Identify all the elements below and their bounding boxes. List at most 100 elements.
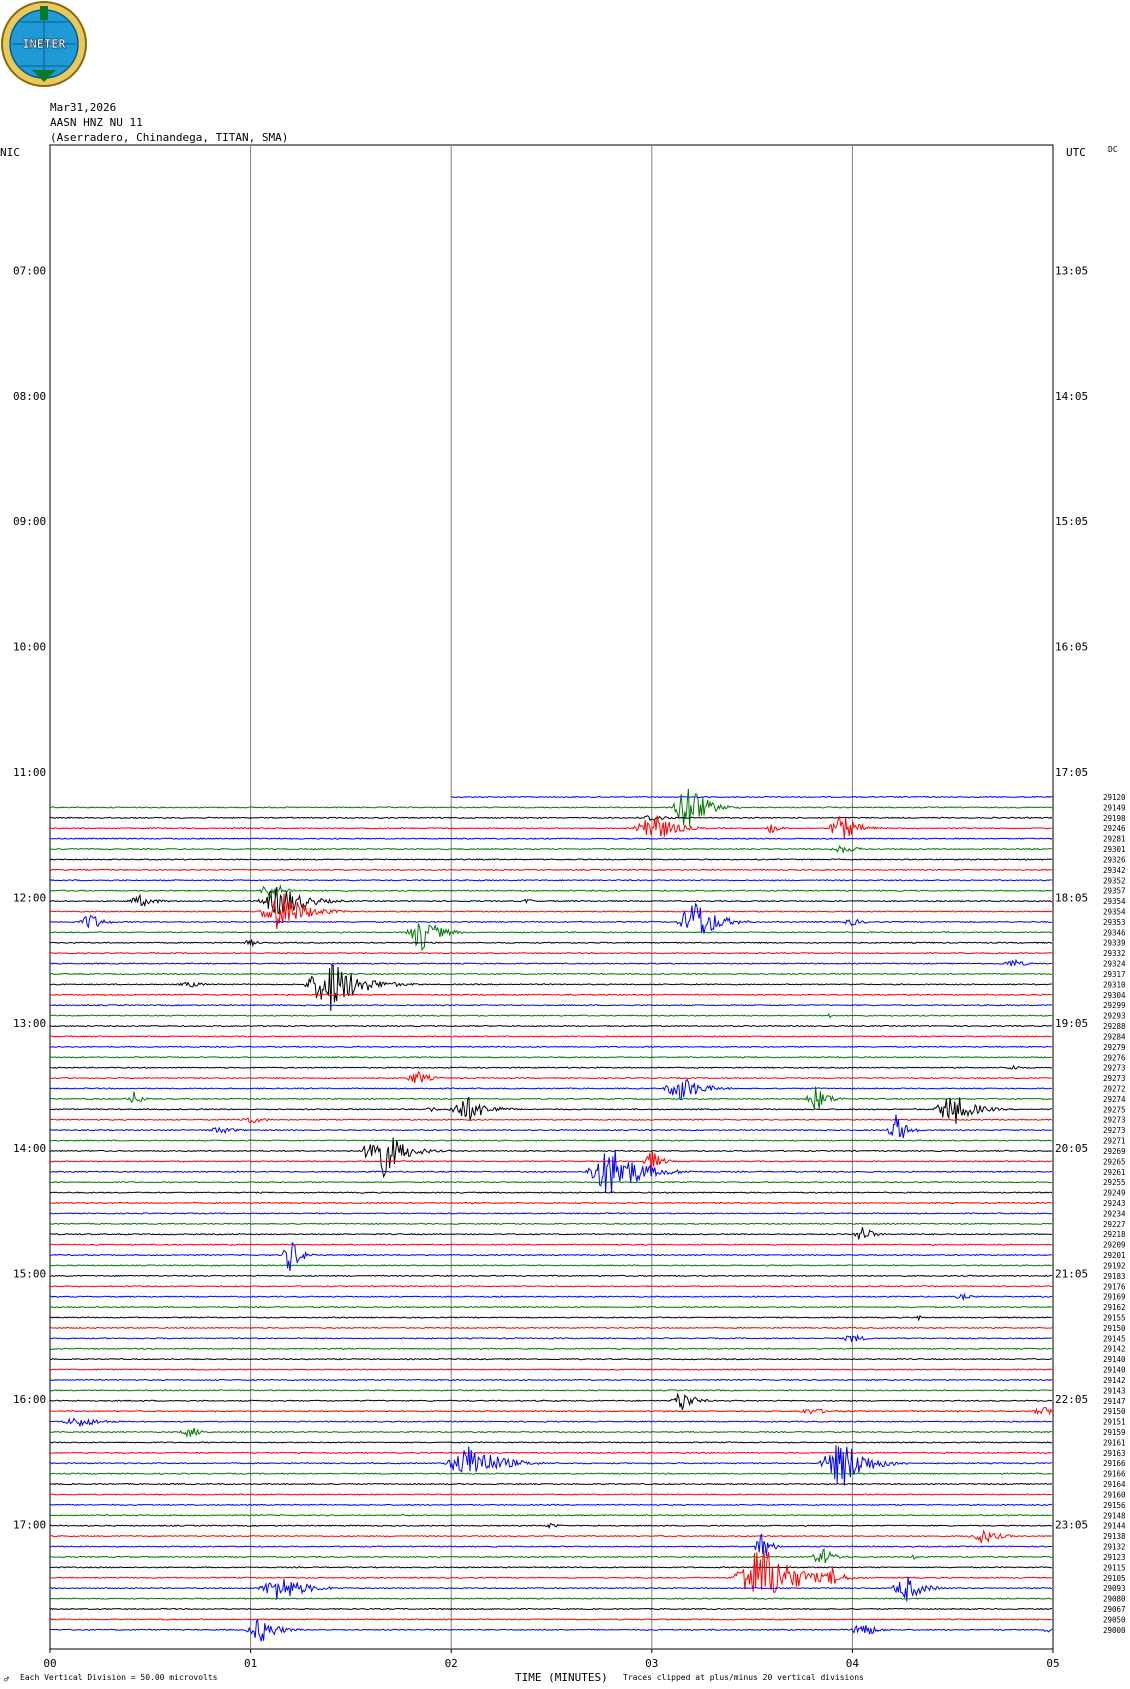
seismic-trace (49, 1227, 1053, 1240)
trace-id-label: 29279 (1103, 1043, 1126, 1052)
trace-id-label: 29310 (1103, 980, 1126, 989)
trace-id-label: 29198 (1103, 814, 1126, 823)
trace-id-label: 29293 (1103, 1012, 1126, 1021)
seismic-trace (49, 1212, 1053, 1215)
seismic-trace (49, 1618, 1052, 1621)
seismic-trace (49, 1285, 1053, 1288)
trace-id-label: 29332 (1103, 949, 1126, 958)
seismic-trace (50, 1357, 1053, 1361)
dc-label: DC (1108, 145, 1118, 154)
left-zone-label: NIC (0, 146, 20, 159)
seismic-trace (49, 1305, 1053, 1309)
seismic-trace (49, 1326, 1053, 1330)
seismic-trace (49, 788, 1053, 827)
left-time-label: 16:00 (13, 1393, 46, 1406)
trace-id-label: 29299 (1103, 1001, 1126, 1010)
trace-id-label: 29144 (1103, 1522, 1126, 1531)
trace-id-label: 29342 (1103, 866, 1126, 875)
seismic-trace (49, 1079, 1053, 1101)
trace-id-label: 29192 (1103, 1261, 1126, 1270)
trace-id-label: 29274 (1103, 1095, 1126, 1104)
seismic-trace (49, 1533, 1052, 1556)
trace-id-label: 29354 (1103, 897, 1126, 906)
trace-id-label: 29281 (1103, 835, 1126, 844)
logo-text: INETER (22, 37, 66, 51)
trace-id-label: 29265 (1103, 1157, 1126, 1166)
trace-id-label: 29161 (1103, 1438, 1126, 1447)
right-time-label: 13:05 (1055, 264, 1088, 277)
trace-id-label: 29080 (1103, 1595, 1126, 1604)
seismic-trace (49, 1347, 1053, 1350)
time-labels: 07:00 08:00 09:00 10:00 11:00 12:00 13:00 14:00… (13, 264, 1088, 1531)
trace-id-label: 29243 (1103, 1199, 1126, 1208)
seismic-trace (49, 1389, 1053, 1392)
trace-id-label: 29145 (1103, 1334, 1126, 1343)
seismic-trace (49, 958, 1053, 967)
trace-id-label: 29151 (1103, 1418, 1126, 1427)
plot-frame (49, 144, 1054, 1650)
seismic-trace (49, 923, 1052, 952)
trace-id-label: 29209 (1103, 1241, 1126, 1250)
seismic-trace (49, 868, 1053, 872)
corner-mark: ♂ (4, 1675, 9, 1684)
trace-id-label: 29115 (1103, 1563, 1126, 1572)
seismic-trace (49, 993, 1053, 996)
seismic-trace (49, 1493, 1052, 1496)
seismic-trace (49, 1004, 1053, 1007)
seismic-trace (49, 939, 1053, 948)
right-zone-label: UTC (1066, 146, 1086, 159)
seismic-trace (49, 1445, 1053, 1486)
location-label: (Aserradero, Chinandega, TITAN, SMA) (50, 131, 288, 144)
left-time-label: 07:00 (13, 264, 46, 277)
left-time-label: 17:00 (13, 1518, 46, 1531)
trace-id-label: 29166 (1103, 1470, 1126, 1479)
seismic-trace (49, 1045, 1053, 1049)
seismic-trace (49, 1064, 1053, 1070)
trace-id-label: 29288 (1103, 1022, 1126, 1031)
seismic-trace (49, 886, 1053, 915)
trace-id-label: 29275 (1103, 1105, 1126, 1114)
trace-id-label: 29269 (1103, 1147, 1126, 1156)
seismic-trace (49, 1024, 1053, 1028)
left-time-label: 09:00 (13, 515, 46, 528)
scale-note: Each Vertical Division = 50.00 microvolt… (20, 1673, 218, 1682)
seismic-trace (49, 1597, 1053, 1600)
trace-id-label: 29123 (1103, 1553, 1126, 1562)
trace-id-label: 29159 (1103, 1428, 1126, 1437)
seismic-trace (49, 1151, 1053, 1171)
station-label: AASN HNZ NU 11 (50, 116, 143, 129)
trace-id-label: 29149 (1103, 803, 1126, 812)
trace-id-label: 29000 (1103, 1626, 1126, 1635)
seismic-trace (49, 1137, 1053, 1179)
trace-id-label: 29272 (1103, 1084, 1126, 1093)
trace-id-label: 29148 (1103, 1511, 1126, 1520)
seismic-trace (49, 1523, 1053, 1530)
left-time-label: 11:00 (13, 766, 46, 779)
trace-id-label: 29142 (1103, 1376, 1126, 1385)
trace-id-label: 29140 (1103, 1366, 1126, 1375)
seismic-trace (49, 1222, 1053, 1226)
trace-id-label: 29301 (1103, 845, 1126, 854)
seismic-trace (50, 1149, 1053, 1194)
seismic-trace (49, 1333, 1053, 1343)
seismic-trace (49, 1550, 1053, 1593)
seismic-trace (49, 844, 1053, 854)
seismic-trace (49, 1514, 1053, 1517)
seismic-trace (50, 1368, 1053, 1371)
x-tick-label: 05 (1046, 1657, 1059, 1670)
seismic-trace (49, 1139, 1053, 1142)
trace-id-label: 29271 (1103, 1137, 1126, 1146)
trace-id-label: 29150 (1103, 1407, 1126, 1416)
seismic-trace (49, 815, 1053, 821)
seismic-trace (49, 1056, 1053, 1059)
trace-id-label: 29273 (1103, 1064, 1126, 1073)
grid-lines (250, 145, 853, 1649)
x-axis-label: TIME (MINUTES) (515, 1671, 608, 1684)
seismic-trace (49, 1274, 1053, 1278)
trace-id-label: 29105 (1103, 1574, 1126, 1583)
trace-id-label: 29169 (1103, 1293, 1126, 1302)
trace-id-label: 29163 (1103, 1449, 1126, 1458)
trace-id-label: 29317 (1103, 970, 1126, 979)
trace-id-label: 29276 (1103, 1053, 1126, 1062)
seismic-trace (49, 1264, 1053, 1267)
